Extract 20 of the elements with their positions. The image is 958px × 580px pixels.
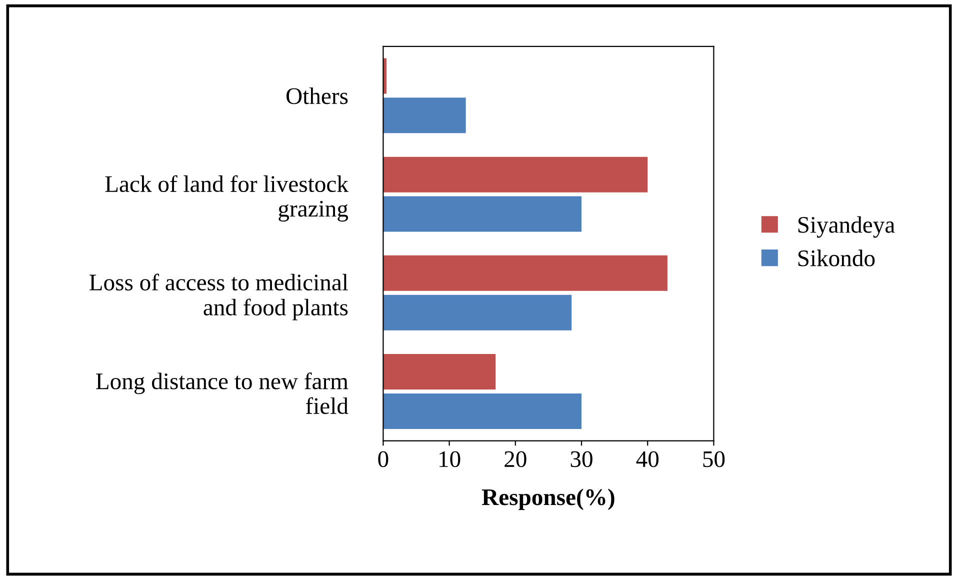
x-tick-label: 40 bbox=[636, 451, 659, 468]
bar bbox=[383, 255, 668, 291]
bar bbox=[383, 196, 582, 232]
y-tick-label: Others bbox=[286, 88, 348, 104]
y-tick-label: Loss of access to medicinal and food plants bbox=[90, 274, 348, 320]
x-axis-title: Response(%) bbox=[482, 488, 614, 510]
legend-label: Siyandeya bbox=[798, 216, 895, 238]
bar bbox=[383, 98, 466, 134]
y-tick-label: Lack of land for livestock grazing bbox=[105, 175, 348, 222]
bar bbox=[383, 294, 572, 330]
x-tick-label: 50 bbox=[703, 451, 725, 468]
bar bbox=[383, 156, 648, 192]
y-tick-label: Long distance to new farm field bbox=[96, 372, 348, 414]
x-tick-label: 30 bbox=[570, 451, 592, 468]
x-tick-label: 20 bbox=[504, 451, 526, 468]
bar bbox=[383, 393, 582, 429]
x-tick-label: 0 bbox=[378, 451, 388, 468]
bar bbox=[383, 354, 496, 390]
x-tick-label: 10 bbox=[440, 451, 460, 468]
legend-label: Sikondo bbox=[798, 250, 875, 266]
